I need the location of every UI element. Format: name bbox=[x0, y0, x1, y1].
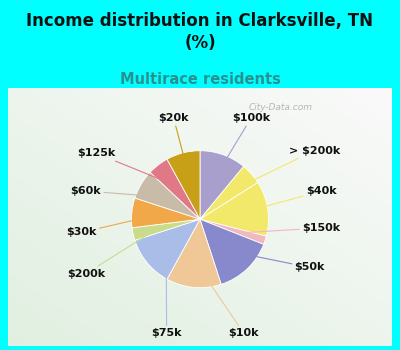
Wedge shape bbox=[132, 198, 200, 228]
Wedge shape bbox=[132, 219, 200, 240]
Text: $10k: $10k bbox=[198, 265, 259, 338]
Wedge shape bbox=[167, 219, 221, 288]
Text: > $200k: > $200k bbox=[236, 146, 340, 189]
Text: City-Data.com: City-Data.com bbox=[248, 103, 312, 112]
Text: $50k: $50k bbox=[233, 252, 325, 273]
Text: $30k: $30k bbox=[66, 216, 154, 237]
Wedge shape bbox=[200, 182, 268, 236]
Wedge shape bbox=[200, 167, 258, 219]
Wedge shape bbox=[135, 172, 200, 219]
Text: $100k: $100k bbox=[216, 113, 270, 175]
Wedge shape bbox=[167, 151, 200, 219]
Wedge shape bbox=[135, 219, 200, 279]
Wedge shape bbox=[200, 219, 266, 244]
Wedge shape bbox=[200, 219, 264, 284]
Text: $20k: $20k bbox=[158, 113, 189, 174]
Text: $60k: $60k bbox=[70, 186, 160, 197]
Wedge shape bbox=[200, 151, 244, 219]
Wedge shape bbox=[150, 159, 200, 219]
Text: $75k: $75k bbox=[151, 250, 182, 338]
Text: Multirace residents: Multirace residents bbox=[120, 72, 280, 87]
Text: $125k: $125k bbox=[77, 148, 170, 183]
Text: $150k: $150k bbox=[244, 223, 340, 233]
Text: $200k: $200k bbox=[67, 230, 155, 279]
Text: $40k: $40k bbox=[246, 186, 336, 212]
Text: Income distribution in Clarksville, TN
(%): Income distribution in Clarksville, TN (… bbox=[26, 12, 374, 52]
